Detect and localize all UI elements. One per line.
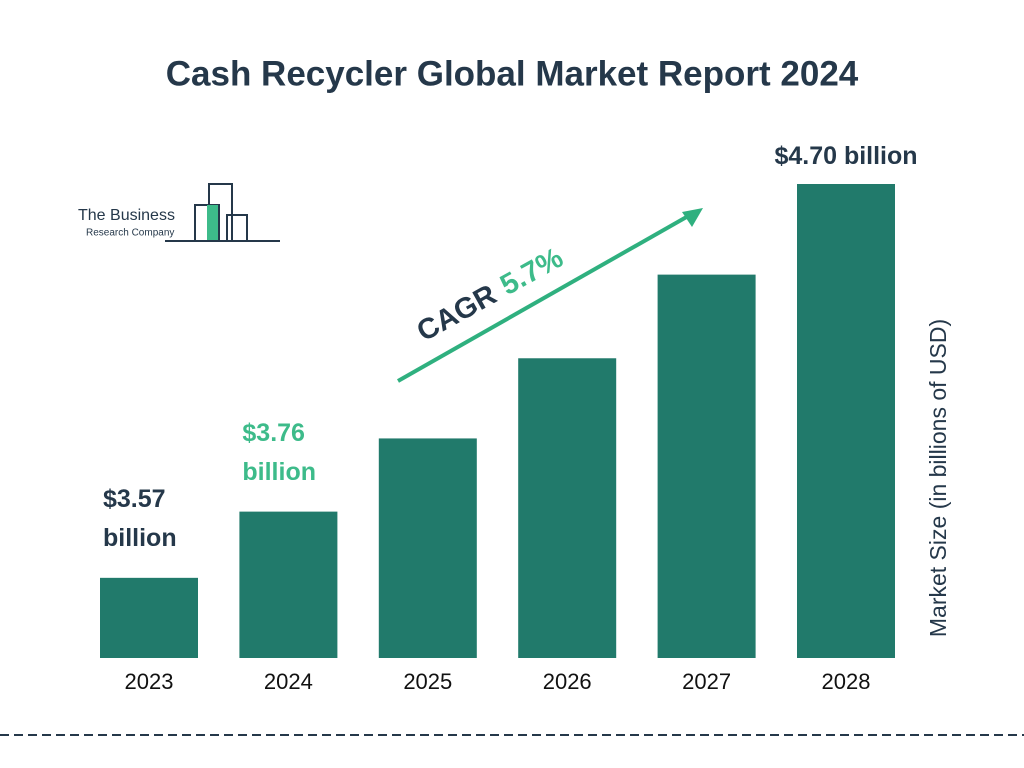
cagr-arrowhead — [682, 208, 703, 227]
logo: The Business Research Company — [78, 183, 280, 242]
logo-text: The Business — [78, 207, 175, 224]
bar — [657, 274, 756, 658]
x-tick-label: 2027 — [682, 669, 731, 694]
bar — [100, 577, 198, 658]
bar — [797, 184, 895, 658]
bar — [239, 511, 338, 658]
x-tick-label: 2023 — [125, 669, 174, 694]
bar — [518, 358, 617, 658]
logo-text: Research Company — [86, 228, 174, 239]
cagr-arrow — [397, 213, 691, 383]
cagr-annotation: CAGR5.7% — [412, 241, 569, 347]
x-tick-label: 2024 — [264, 669, 313, 694]
value-label: $4.70 billion — [774, 142, 918, 170]
x-tick-label: 2026 — [543, 669, 592, 694]
cagr-label: CAGR — [412, 278, 502, 347]
x-tick-label: 2028 — [822, 669, 871, 694]
logo-shape — [207, 205, 218, 241]
y-axis-label: Market Size (in billions of USD) — [925, 319, 951, 637]
x-tick-label: 2025 — [403, 669, 452, 694]
bar — [378, 438, 477, 658]
value-label: $3.76 billion — [242, 418, 316, 486]
value-label: $3.57 billion — [103, 484, 177, 552]
chart-title: Cash Recycler Global Market Report 2024 — [166, 54, 859, 93]
logo-shape — [226, 214, 248, 242]
